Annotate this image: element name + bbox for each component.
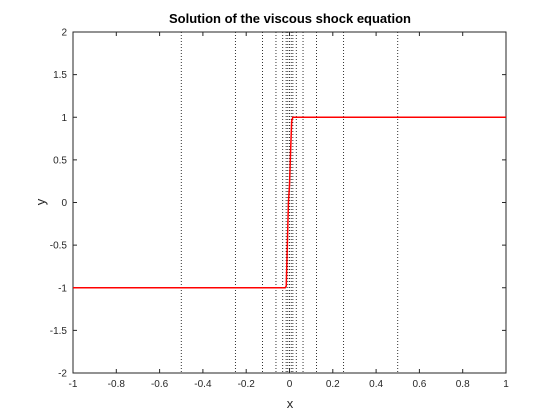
- y-tick-label-6: 1: [61, 113, 67, 124]
- y-tick-label-1: -1.5: [50, 326, 68, 337]
- x-tick-label-10: 1: [503, 379, 509, 390]
- chart-title: Solution of the viscous shock equation: [169, 11, 411, 26]
- x-tick-label-0: -1: [69, 379, 78, 390]
- x-tick-label-1: -0.8: [108, 379, 126, 390]
- y-tick-label-0: -2: [58, 369, 67, 380]
- y-tick-label-8: 2: [61, 28, 67, 39]
- y-tick-label-4: 0: [61, 198, 67, 209]
- y-tick-label-3: -0.5: [50, 241, 68, 252]
- x-tick-label-3: -0.4: [194, 379, 212, 390]
- x-tick-label-5: 0: [287, 379, 293, 390]
- y-tick-label-2: -1: [58, 283, 67, 294]
- x-tick-label-9: 0.8: [456, 379, 470, 390]
- x-axis-title: x: [287, 396, 294, 411]
- y-tick-label-5: 0.5: [53, 155, 67, 166]
- y-tick-label-7: 1.5: [53, 70, 67, 81]
- series-line-0: [73, 116, 506, 289]
- x-tick-label-6: 0.2: [326, 379, 340, 390]
- x-tick-label-4: -0.2: [238, 379, 256, 390]
- x-tick-label-7: 0.4: [369, 379, 383, 390]
- x-tick-label-2: -0.6: [151, 379, 169, 390]
- plot-area: -1 -0.8 -0.6 -0.4 -0.2 0 0.2 0.4 0.6 0.8 1 -2 -1.5 -1…: [50, 28, 509, 391]
- y-axis-title: y: [33, 198, 48, 205]
- x-tick-label-8: 0.6: [412, 379, 426, 390]
